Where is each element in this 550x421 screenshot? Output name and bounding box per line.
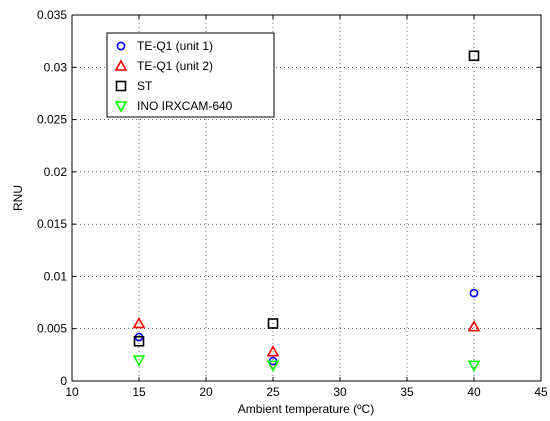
y-tick-labels: 0 0.005 0.01 0.015 0.02 0.025 0.03 0.035 [37, 8, 67, 388]
x-tick-label: 15 [132, 385, 146, 399]
x-tick-label: 10 [65, 385, 79, 399]
x-tick-labels: 10 15 20 25 30 35 40 45 [65, 385, 548, 399]
y-tick-label: 0.01 [44, 269, 68, 283]
legend-marker-triangle-down [114, 101, 128, 113]
x-tick-label: 35 [400, 385, 414, 399]
data-point-triangle-down [266, 360, 280, 372]
y-tick-label: 0.005 [37, 322, 67, 336]
data-point-square [133, 335, 145, 347]
y-tick-label: 0.02 [44, 165, 68, 179]
axis-ticks [71, 14, 542, 382]
plot-area-border [71, 14, 542, 382]
y-tick-label: 0.03 [44, 60, 68, 74]
data-point-circle [469, 288, 479, 298]
legend-marker-circle [116, 41, 126, 51]
data-point-triangle-down [467, 360, 481, 372]
data-point-triangle-up [132, 316, 146, 329]
legend-label: ST [137, 79, 153, 93]
x-tick-label: 30 [333, 385, 347, 399]
data-points [132, 50, 481, 372]
x-tick-label: 25 [266, 385, 280, 399]
data-point-triangle-up [266, 345, 280, 357]
legend-label: TE-Q1 (unit 1) [137, 39, 213, 53]
x-axis-label: Ambient temperature (ºC) [238, 402, 374, 416]
y-tick-label: 0.015 [37, 217, 67, 231]
legend-label: TE-Q1 (unit 2) [137, 59, 213, 73]
legend-marker-triangle-up [114, 59, 128, 71]
legend: TE-Q1 (unit 1) TE-Q1 (unit 2) ST INO IRXCAM… [106, 32, 275, 118]
legend-label: INO IRXCAM-640 [137, 99, 233, 113]
data-point-triangle-down [132, 355, 146, 367]
x-tick-label: 20 [199, 385, 213, 399]
legend-box [106, 32, 275, 118]
data-point-square [267, 318, 279, 329]
x-tick-label: 45 [534, 385, 548, 399]
y-tick-label: 0.025 [37, 113, 67, 127]
y-tick-label: 0.035 [37, 8, 67, 22]
y-tick-label: 0 [60, 374, 67, 388]
data-point-triangle-up [467, 319, 481, 332]
data-point-square [468, 50, 480, 62]
y-axis-label: RNU [11, 185, 25, 211]
x-tick-label: 40 [467, 385, 481, 399]
legend-marker-square [115, 80, 127, 92]
